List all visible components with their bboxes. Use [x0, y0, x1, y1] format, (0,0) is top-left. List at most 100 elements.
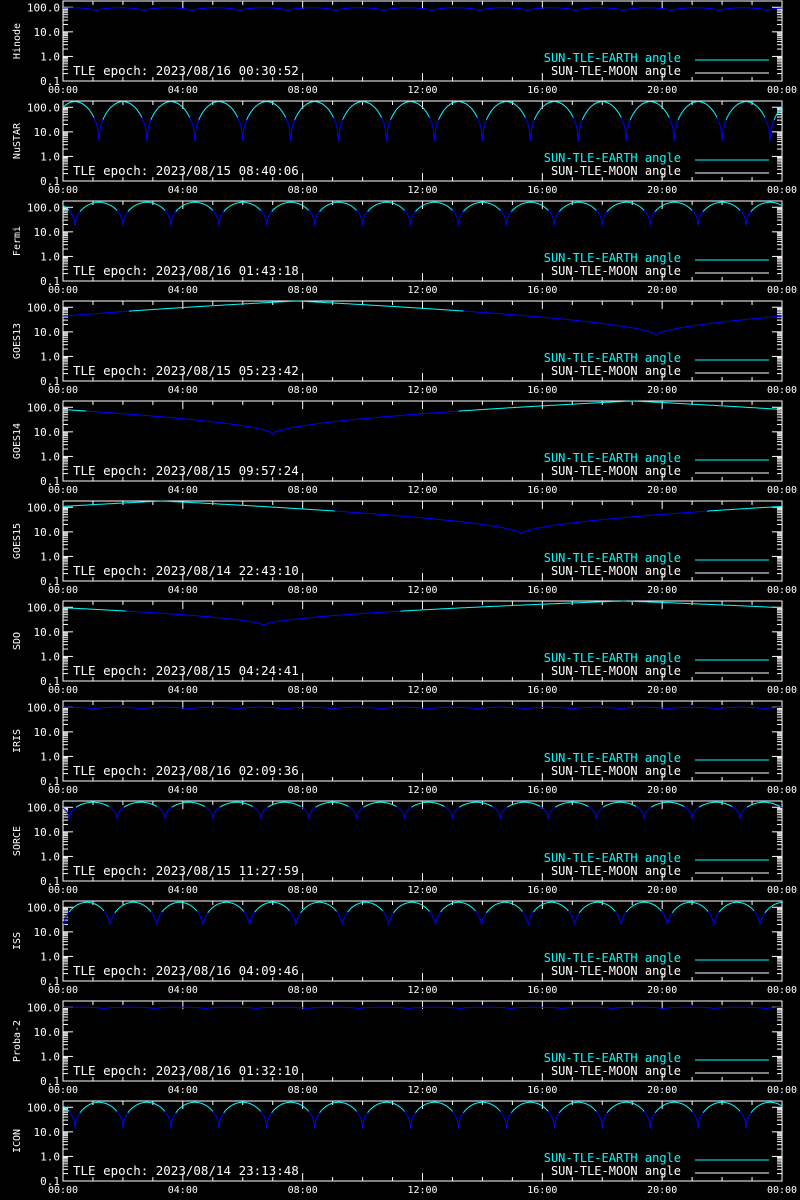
- x-tick-label: 16:00: [527, 885, 557, 896]
- legend-earth-label: SUN-TLE-EARTH angle: [544, 351, 681, 365]
- sun-tle-earth-angle-series: [650, 801, 685, 808]
- sun-tle-earth-angle-series: [440, 901, 476, 913]
- tle-epoch-label: TLE epoch: 2023/08/15 11:27:59: [73, 863, 299, 878]
- x-tick-label: 00:00: [767, 785, 797, 796]
- sun-tle-earth-angle-series: [271, 1101, 310, 1114]
- y-tick-label: 0.1: [40, 775, 60, 788]
- x-tick-label: 08:00: [288, 985, 318, 996]
- sun-tle-earth-angle-series: [698, 801, 733, 808]
- sun-tle-earth-angle-eclipse-series: [164, 1111, 177, 1129]
- sun-tle-earth-angle-eclipse-series: [492, 806, 508, 819]
- sun-tle-earth-angle-eclipse-series: [500, 210, 512, 226]
- sun-tle-earth-angle-series: [254, 901, 291, 913]
- tle-epoch-label: TLE epoch: 2023/08/15 05:23:42: [73, 363, 299, 378]
- sun-tle-earth-angle-series: [750, 1101, 783, 1114]
- panel-iss: 0.1 1.0 10.0 100.0 00:00 04:00 08:00 12:00 16:00…: [12, 900, 797, 996]
- x-tick-label: 00:00: [48, 485, 78, 496]
- y-tick-label: 10.0: [34, 326, 61, 339]
- x-tick-label: 12:00: [407, 285, 437, 296]
- x-tick-label: 00:00: [767, 485, 797, 496]
- sun-tle-earth-angle-eclipse-series: [333, 117, 344, 142]
- sun-tle-earth-angle-series: [415, 201, 453, 212]
- panel-goes13: 0.1 1.0 10.0 100.0 00:00 04:00 08:00 12:00 16:00…: [12, 300, 797, 396]
- sun-tle-earth-angle-series: [62, 101, 95, 118]
- x-tick-label: 00:00: [48, 885, 78, 896]
- x-tick-label: 00:00: [767, 285, 797, 296]
- sun-tle-earth-angle-series: [367, 201, 405, 212]
- satellite-label: IRIS: [12, 729, 23, 753]
- x-tick-label: 16:00: [527, 1085, 557, 1096]
- x-tick-label: 00:00: [48, 985, 78, 996]
- y-tick-label: 0.1: [40, 475, 60, 488]
- sun-tle-earth-angle-series: [411, 801, 445, 808]
- x-tick-label: 00:00: [767, 385, 797, 396]
- sun-tle-earth-angle-eclipse-series: [308, 1111, 321, 1129]
- sun-tle-earth-angle-eclipse-series: [356, 1111, 369, 1129]
- sun-tle-earth-angle-eclipse-series: [635, 806, 652, 819]
- sun-tle-earth-angle-eclipse-series: [103, 910, 116, 926]
- sun-tle-earth-angle-series: [342, 101, 383, 121]
- x-tick-label: 20:00: [647, 385, 677, 396]
- x-tick-label: 00:00: [767, 85, 797, 96]
- x-tick-label: 12:00: [407, 185, 437, 196]
- y-tick-label: 0.1: [40, 175, 60, 188]
- sun-tle-earth-angle-series: [294, 101, 335, 121]
- sun-tle-earth-angle-eclipse-series: [691, 210, 704, 226]
- y-tick-label: 0.1: [40, 675, 60, 688]
- x-tick-label: 08:00: [288, 485, 318, 496]
- sun-tle-earth-angle-series: [123, 801, 158, 808]
- sun-tle-earth-angle-series: [677, 101, 718, 121]
- sun-tle-earth-angle-eclipse-series: [739, 1111, 752, 1129]
- legend-earth-label: SUN-TLE-EARTH angle: [544, 951, 681, 965]
- y-tick-label: 1.0: [40, 850, 60, 863]
- sun-tle-earth-angle-series: [718, 901, 755, 913]
- tle-epoch-label: TLE epoch: 2023/08/16 02:09:36: [73, 763, 299, 778]
- x-tick-label: 08:00: [288, 85, 318, 96]
- x-tick-label: 04:00: [168, 1185, 198, 1196]
- x-tick-label: 04:00: [168, 385, 198, 396]
- sun-tle-earth-angle-eclipse-series: [660, 910, 673, 926]
- x-tick-label: 08:00: [288, 885, 318, 896]
- satellite-label: SORCE: [12, 826, 23, 856]
- sun-tle-earth-angle-series: [707, 505, 782, 512]
- sun-tle-earth-angle-series: [486, 901, 523, 914]
- sun-tle-earth-angle-series: [347, 901, 383, 913]
- sun-tle-earth-angle-series: [271, 201, 310, 212]
- legend-moon-label: SUN-TLE-MOON angle: [551, 864, 681, 878]
- x-tick-label: 00:00: [767, 585, 797, 596]
- sun-tle-earth-angle-series: [62, 409, 87, 412]
- x-tick-label: 16:00: [527, 585, 557, 596]
- sun-tle-earth-angle-series: [62, 500, 335, 512]
- y-tick-label: 100.0: [27, 301, 60, 314]
- x-tick-label: 20:00: [647, 185, 677, 196]
- sun-tle-earth-angle-series: [319, 1101, 357, 1114]
- panel-iris: 0.1 1.0 10.0 100.0 00:00 04:00 08:00 12:00 16:00…: [12, 700, 797, 796]
- x-tick-label: 08:00: [288, 1185, 318, 1196]
- sun-tle-earth-angle-eclipse-series: [260, 210, 273, 226]
- y-tick-label: 100.0: [27, 801, 60, 814]
- sun-tle-earth-angle-series: [507, 801, 541, 808]
- sun-tle-earth-angle-series: [62, 205, 70, 211]
- panel-sdo: 0.1 1.0 10.0 100.0 00:00 04:00 08:00 12:00 16:00…: [12, 600, 797, 696]
- x-tick-label: 20:00: [647, 685, 677, 696]
- y-tick-label: 1.0: [40, 450, 60, 463]
- x-tick-label: 08:00: [288, 585, 318, 596]
- sun-tle-earth-angle-eclipse-series: [68, 1111, 81, 1129]
- x-tick-label: 16:00: [527, 985, 557, 996]
- sun-tle-earth-angle-eclipse-series: [196, 910, 209, 926]
- x-tick-label: 12:00: [407, 985, 437, 996]
- tle-epoch-label: TLE epoch: 2023/08/14 23:13:48: [73, 1163, 299, 1178]
- sun-tle-earth-angle-series: [702, 1101, 741, 1114]
- sun-tle-earth-angle-series: [602, 801, 637, 808]
- panel-goes14: 0.1 1.0 10.0 100.0 00:00 04:00 08:00 12:00 16:00…: [12, 400, 797, 496]
- x-tick-label: 20:00: [647, 985, 677, 996]
- y-tick-label: 10.0: [34, 726, 61, 739]
- sun-tle-earth-angle-eclipse-series: [396, 806, 412, 819]
- legend-moon-label: SUN-TLE-MOON angle: [551, 664, 681, 678]
- sun-tle-earth-angle-eclipse-series: [382, 910, 394, 926]
- sun-tle-earth-angle-eclipse-series: [212, 1111, 225, 1129]
- y-tick-label: 10.0: [34, 1026, 61, 1039]
- sun-tle-earth-angle-series: [128, 300, 464, 312]
- sun-tle-earth-angle-series: [207, 901, 245, 914]
- sun-tle-earth-angle-eclipse-series: [779, 806, 783, 809]
